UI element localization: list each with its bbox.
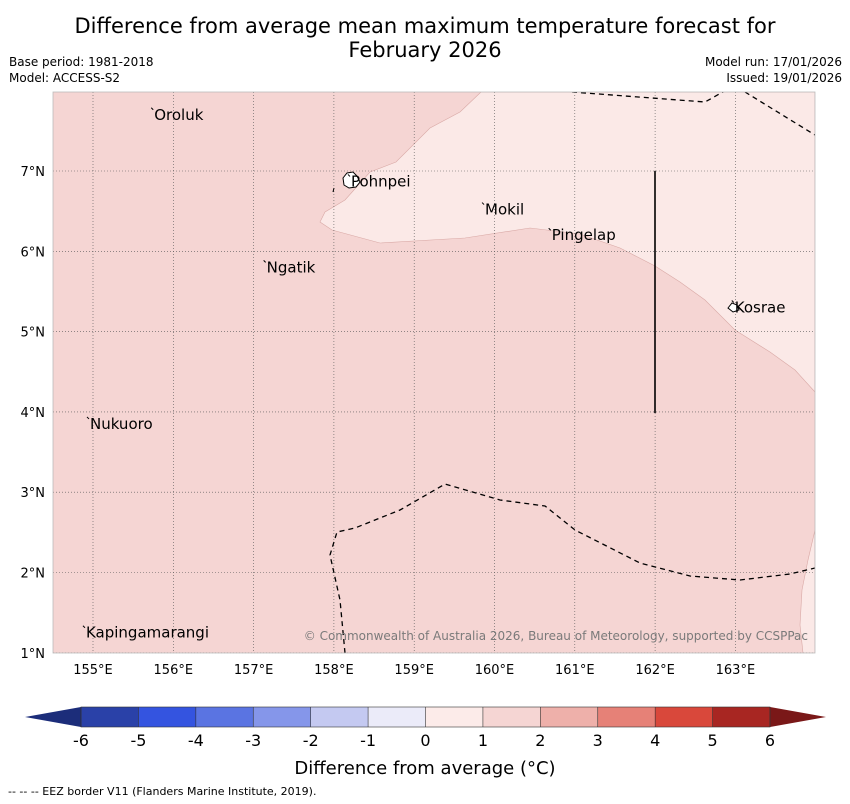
lat-tick-label: 3°N	[21, 486, 46, 501]
place-label: Pingelap	[552, 226, 616, 244]
colorbar-extend-high	[770, 707, 826, 727]
place-label: Pohnpei	[351, 172, 411, 190]
place-marker	[481, 202, 485, 205]
lat-tick-label: 4°N	[21, 406, 46, 421]
lon-tick-label: 160°E	[475, 663, 515, 678]
colorbar-extend-low	[25, 707, 81, 727]
place-label: Nukuoro	[90, 415, 153, 433]
colorbar-tick-label: 2	[535, 731, 545, 750]
lat-tick-label: 6°N	[21, 245, 46, 260]
colorbar-segment	[655, 707, 714, 727]
colorbar-tick-label: 5	[707, 731, 717, 750]
eez-border-north	[571, 92, 815, 136]
eez-footnote: -- -- -- EEZ border V11 (Flanders Marine…	[8, 785, 317, 798]
place-marker	[731, 300, 735, 303]
colorbar-segment	[81, 707, 139, 727]
colorbar-tick-label: -2	[303, 731, 319, 750]
eez-border-south	[329, 483, 815, 653]
copyright-notice: © Commonwealth of Australia 2026, Bureau…	[304, 629, 808, 643]
colorbar-segment	[482, 707, 541, 727]
places-layer: Oroluk Pohnpei Mokil Pingelap Ngatik Kosrae Nu…	[82, 106, 786, 642]
chart-title-line-2: February 2026	[348, 38, 502, 62]
lon-tick-label: 162°E	[635, 663, 675, 678]
place-marker	[263, 260, 266, 263]
lon-tick-label: 161°E	[555, 663, 595, 678]
issued-date: Issued: 19/01/2026	[726, 71, 842, 85]
colorbar-segment	[310, 707, 369, 727]
lat-tick-label: 2°N	[21, 567, 46, 582]
place-label: Ngatik	[267, 258, 316, 276]
colorbar-label: Difference from average (°C)	[294, 758, 555, 779]
lat-tick-label: 7°N	[21, 165, 46, 180]
place-marker	[150, 107, 154, 111]
place-marker	[82, 625, 86, 629]
colorbar-segment	[540, 707, 599, 727]
colorbar-tick-label: -6	[73, 731, 89, 750]
colorbar-tick-label: 0	[420, 731, 430, 750]
colorbar-segment	[195, 707, 254, 727]
place-label: Kapingamarangi	[86, 624, 209, 642]
pohnpei-island-outline	[342, 171, 361, 189]
coastline-fragment	[332, 187, 335, 193]
colorbar-segment	[368, 707, 426, 727]
kosrae-island-outline	[727, 302, 740, 313]
colorbar-tick-label: 1	[478, 731, 488, 750]
anomaly-band-0-1-north	[319, 92, 815, 393]
colorbar-segment	[138, 707, 197, 727]
anomaly-band-0-1-south-east	[799, 529, 815, 653]
place-marker	[347, 174, 351, 177]
colorbar-tick-label: -5	[130, 731, 146, 750]
place-label: Oroluk	[154, 106, 203, 124]
lon-tick-label: 158°E	[314, 663, 354, 678]
lon-tick-label: 155°E	[73, 663, 113, 678]
base-period: Base period: 1981-2018	[9, 55, 154, 69]
lon-tick-label: 156°E	[154, 663, 194, 678]
place-marker	[548, 227, 552, 231]
axis-labels: 155°E 156°E 157°E 158°E 159°E 160°E 161°E 162°E…	[21, 165, 756, 678]
lat-tick-label: 5°N	[21, 326, 46, 341]
colorbar-segment	[253, 707, 312, 727]
colorbar-tick-label: 4	[650, 731, 660, 750]
place-label: Mokil	[485, 201, 524, 219]
chart-title-line-1: Difference from average mean maximum tem…	[74, 14, 776, 38]
place-label: Kosrae	[735, 299, 786, 317]
model-name: Model: ACCESS-S2	[9, 71, 121, 85]
colorbar-tick-label: -4	[188, 731, 204, 750]
lon-tick-label: 157°E	[234, 663, 274, 678]
colorbar-tick-label: -3	[245, 731, 261, 750]
colorbar-tick-label: -1	[360, 731, 376, 750]
colorbar-segment	[597, 707, 656, 727]
lat-tick-label: 1°N	[21, 647, 46, 662]
place-marker	[86, 416, 90, 420]
lon-tick-label: 159°E	[394, 663, 434, 678]
colorbar: -6 -5 -4 -3 -2 -1 0 1 2 3 4 5 6	[25, 706, 826, 750]
colorbar-segment	[712, 707, 771, 727]
colorbar-tick-label: 6	[765, 731, 775, 750]
lon-tick-label: 163°E	[716, 663, 756, 678]
colorbar-tick-label: 3	[593, 731, 603, 750]
colorbar-segment	[425, 707, 484, 727]
model-run-date: Model run: 17/01/2026	[704, 55, 842, 69]
map-frame	[52, 91, 816, 654]
